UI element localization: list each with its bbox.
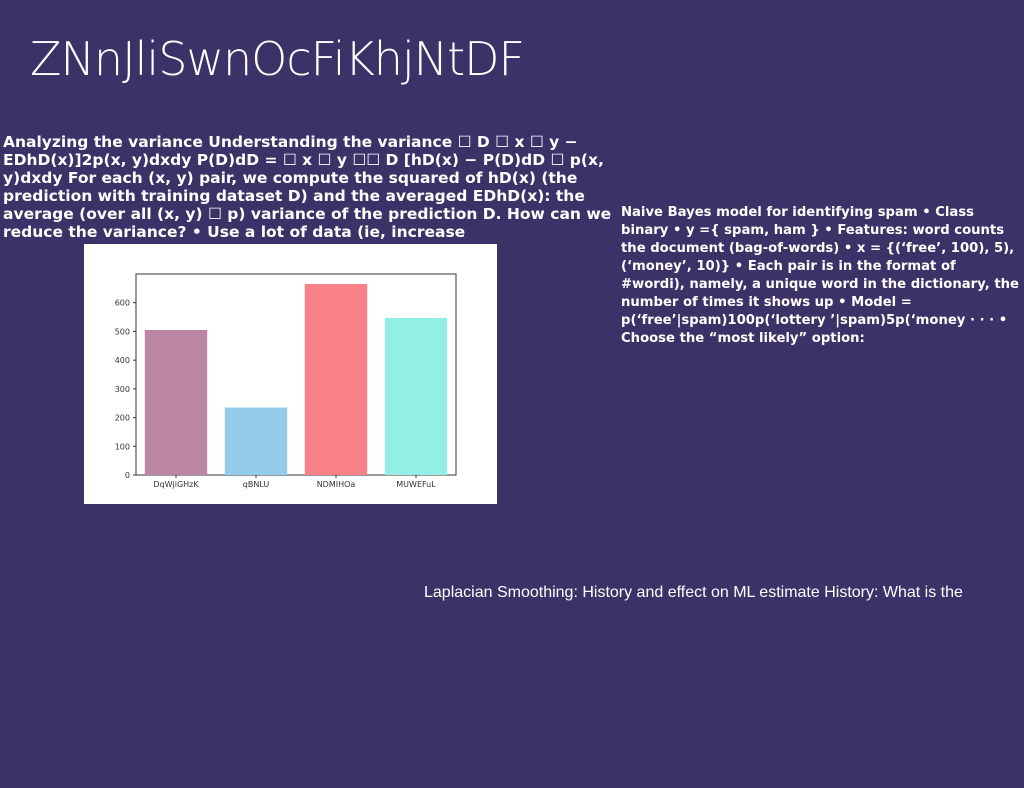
x-tick-label: NDMIHOa — [317, 480, 356, 489]
y-tick-label: 500 — [115, 327, 130, 336]
y-tick-label: 300 — [115, 385, 130, 394]
bar-chart-image: 0 100 200 300 400 500 600 DqWjiGHzK qBNLU NDMIHO… — [84, 244, 497, 504]
y-tick-label: 400 — [115, 356, 130, 365]
bar-NDMIHOa — [304, 284, 368, 475]
bar-DqWjiGHzK — [144, 329, 208, 475]
variance-text-block: Analyzing the variance Understanding the… — [3, 133, 612, 241]
y-tick-label: 100 — [115, 442, 130, 451]
x-tick-label: qBNLU — [243, 480, 270, 489]
bar-chart: 0 100 200 300 400 500 600 DqWjiGHzK qBNLU NDMIHO… — [115, 273, 457, 489]
y-tick-label: 0 — [125, 471, 130, 480]
bar-MUWEFuL — [384, 317, 448, 475]
x-tick-label: MUWEFuL — [396, 480, 436, 489]
laplacian-caption: Laplacian Smoothing: History and effect … — [424, 584, 963, 601]
naive-bayes-text-block: Naive Bayes model for identifying spam •… — [621, 205, 1019, 346]
slide-title: ZNnJliSwnOcFiKhjNtDF — [30, 32, 525, 86]
x-tick-label: DqWjiGHzK — [153, 480, 199, 489]
y-tick-label: 600 — [115, 299, 130, 308]
y-tick-label: 200 — [115, 414, 130, 423]
bar-qBNLU — [224, 407, 288, 475]
plot-area-frame — [135, 273, 457, 476]
